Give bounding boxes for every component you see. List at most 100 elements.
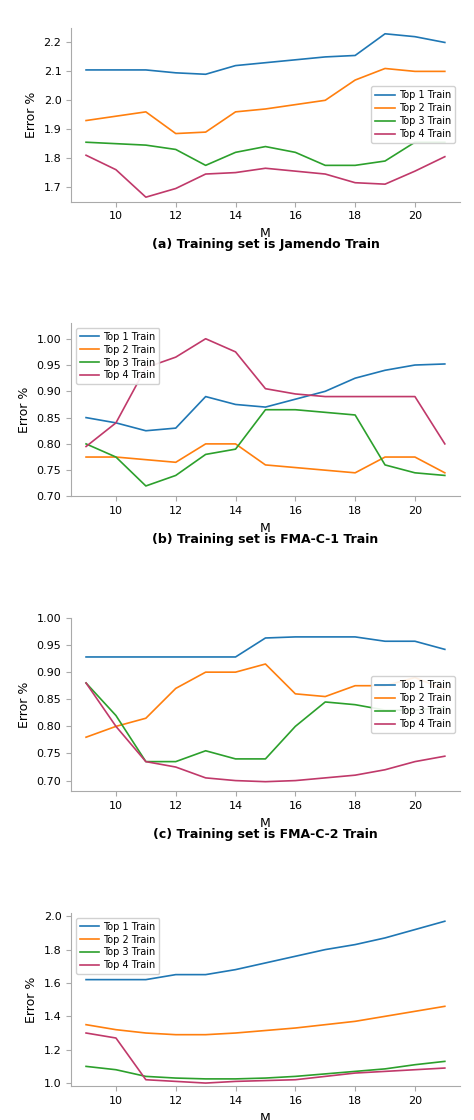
Top 3 Train xyxy=(173,142,179,156)
Top 1 Train xyxy=(442,915,447,928)
Top 1 Train xyxy=(412,923,418,936)
Top 2 Train xyxy=(83,450,89,464)
Top 3 Train xyxy=(203,744,209,757)
Top 1 Train xyxy=(83,651,89,664)
Top 4 Train xyxy=(203,167,209,180)
Top 1 Train xyxy=(442,643,447,656)
Top 1 Train xyxy=(292,631,298,644)
Top 3 Train xyxy=(412,136,418,149)
Top 3 Train xyxy=(113,709,119,722)
Top 3 Train xyxy=(442,701,447,715)
Top 3 Train xyxy=(173,1072,179,1085)
Top 3 Train xyxy=(412,703,418,717)
Line: Top 4 Train: Top 4 Train xyxy=(86,683,445,782)
Y-axis label: Error %: Error % xyxy=(18,386,31,433)
Top 2 Train xyxy=(173,456,179,469)
Top 2 Train xyxy=(292,97,298,111)
Top 2 Train xyxy=(173,127,179,140)
Top 3 Train xyxy=(263,1072,268,1085)
Top 1 Train xyxy=(113,417,119,430)
Top 3 Train xyxy=(143,1070,149,1083)
Line: Top 1 Train: Top 1 Train xyxy=(86,364,445,431)
Top 2 Train xyxy=(263,458,268,472)
Top 4 Train xyxy=(382,1065,388,1079)
Top 3 Train xyxy=(352,1065,358,1079)
Top 4 Train xyxy=(263,161,268,175)
Top 3 Train xyxy=(83,676,89,690)
Top 3 Train xyxy=(322,1067,328,1081)
Top 3 Train xyxy=(382,155,388,168)
Top 1 Train xyxy=(263,56,268,69)
Top 1 Train xyxy=(412,30,418,44)
Top 3 Train xyxy=(83,437,89,450)
Top 3 Train xyxy=(442,469,447,483)
Top 2 Train xyxy=(203,437,209,450)
Top 1 Train xyxy=(352,49,358,63)
Top 1 Train xyxy=(203,968,209,981)
Top 2 Train xyxy=(143,452,149,466)
Line: Top 1 Train: Top 1 Train xyxy=(86,922,445,980)
Top 3 Train xyxy=(263,403,268,417)
Line: Top 3 Train: Top 3 Train xyxy=(86,410,445,486)
Top 1 Train xyxy=(233,651,238,664)
Top 2 Train xyxy=(322,1018,328,1032)
Top 2 Train xyxy=(233,105,238,119)
Top 2 Train xyxy=(382,1009,388,1023)
Top 4 Train xyxy=(203,772,209,785)
Top 1 Train xyxy=(83,63,89,76)
Top 2 Train xyxy=(412,65,418,78)
Top 3 Train xyxy=(352,698,358,711)
Top 3 Train xyxy=(292,1070,298,1083)
Line: Top 3 Train: Top 3 Train xyxy=(86,142,445,166)
Top 1 Train xyxy=(382,635,388,648)
Line: Top 4 Train: Top 4 Train xyxy=(86,156,445,197)
Top 2 Train xyxy=(173,1028,179,1042)
Line: Top 3 Train: Top 3 Train xyxy=(86,1062,445,1079)
Top 1 Train xyxy=(352,631,358,644)
Title: (a) Training set is Jamendo Train: (a) Training set is Jamendo Train xyxy=(152,239,379,251)
Top 1 Train xyxy=(382,931,388,944)
Top 2 Train xyxy=(442,683,447,697)
Top 2 Train xyxy=(143,1026,149,1039)
Top 3 Train xyxy=(173,469,179,483)
Top 2 Train xyxy=(263,657,268,671)
Line: Top 2 Train: Top 2 Train xyxy=(86,1006,445,1035)
Top 4 Train xyxy=(233,345,238,358)
Top 1 Train xyxy=(203,651,209,664)
Top 2 Train xyxy=(412,1005,418,1018)
Top 3 Train xyxy=(113,1063,119,1076)
Top 2 Train xyxy=(263,1024,268,1037)
Top 2 Train xyxy=(382,62,388,75)
Top 3 Train xyxy=(412,1058,418,1072)
Top 3 Train xyxy=(442,1055,447,1068)
Top 1 Train xyxy=(233,398,238,411)
Top 3 Train xyxy=(143,755,149,768)
Top 1 Train xyxy=(292,950,298,963)
Top 2 Train xyxy=(113,720,119,734)
Top 4 Train xyxy=(83,676,89,690)
Top 4 Train xyxy=(233,1075,238,1089)
Top 2 Train xyxy=(352,679,358,692)
Top 2 Train xyxy=(322,464,328,477)
X-axis label: M: M xyxy=(260,522,271,534)
Top 4 Train xyxy=(113,417,119,430)
Top 1 Train xyxy=(143,424,149,438)
Top 4 Train xyxy=(233,166,238,179)
Top 2 Train xyxy=(173,682,179,696)
Top 2 Train xyxy=(352,466,358,479)
Top 4 Train xyxy=(352,1066,358,1080)
Top 2 Train xyxy=(352,1015,358,1028)
Line: Top 2 Train: Top 2 Train xyxy=(86,68,445,133)
Top 2 Train xyxy=(352,73,358,86)
Line: Top 1 Train: Top 1 Train xyxy=(86,34,445,74)
Top 1 Train xyxy=(113,63,119,76)
Top 4 Train xyxy=(412,390,418,403)
Top 2 Train xyxy=(412,450,418,464)
Top 3 Train xyxy=(322,696,328,709)
Top 3 Train xyxy=(382,703,388,717)
Top 4 Train xyxy=(143,190,149,204)
Top 4 Train xyxy=(382,763,388,776)
Top 1 Train xyxy=(173,66,179,80)
Top 4 Train xyxy=(412,755,418,768)
Top 4 Train xyxy=(83,149,89,162)
